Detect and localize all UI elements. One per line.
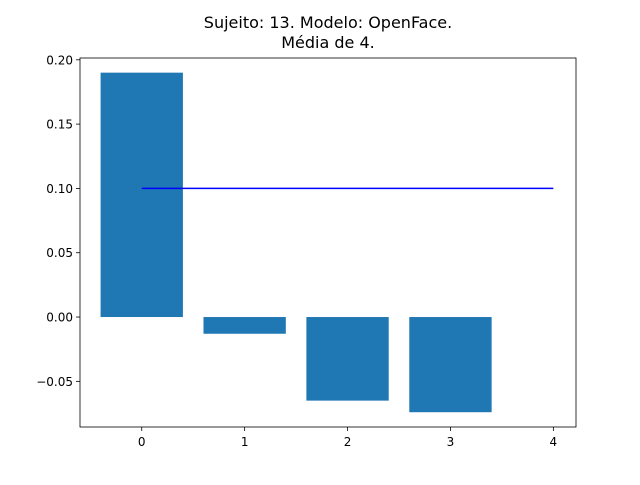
y-tick-label-5: 0.20 (46, 53, 73, 67)
x-tick-label-0: 0 (138, 435, 146, 449)
y-axis-ticks: −0.05 0.00 0.05 0.10 0.15 0.20 (36, 53, 80, 389)
x-axis-ticks: 0 1 2 3 4 (138, 427, 557, 449)
bar-1 (203, 317, 286, 334)
axes-frame (79, 57, 577, 428)
y-tick-label-3: 0.10 (46, 182, 73, 196)
chart-title-line-2: Média de 4. (281, 33, 375, 52)
y-tick-label-0: −0.05 (36, 375, 73, 389)
bar-0 (100, 72, 183, 318)
plot-frame (79, 57, 577, 428)
x-tick-label-1: 1 (241, 435, 249, 449)
bar-3 (409, 317, 492, 413)
y-tick-label-1: 0.00 (46, 311, 73, 325)
x-tick-label-4: 4 (550, 435, 558, 449)
bar-2 (306, 317, 389, 401)
bars (100, 72, 492, 413)
x-tick-label-3: 3 (447, 435, 455, 449)
y-tick-label-4: 0.15 (46, 118, 73, 132)
chart-title: Sujeito: 13. Modelo: OpenFace.Média de 4… (204, 13, 452, 52)
x-tick-label-2: 2 (344, 435, 352, 449)
y-tick-label-2: 0.05 (46, 246, 73, 260)
chart-title-line-1: Sujeito: 13. Modelo: OpenFace. (204, 13, 452, 32)
